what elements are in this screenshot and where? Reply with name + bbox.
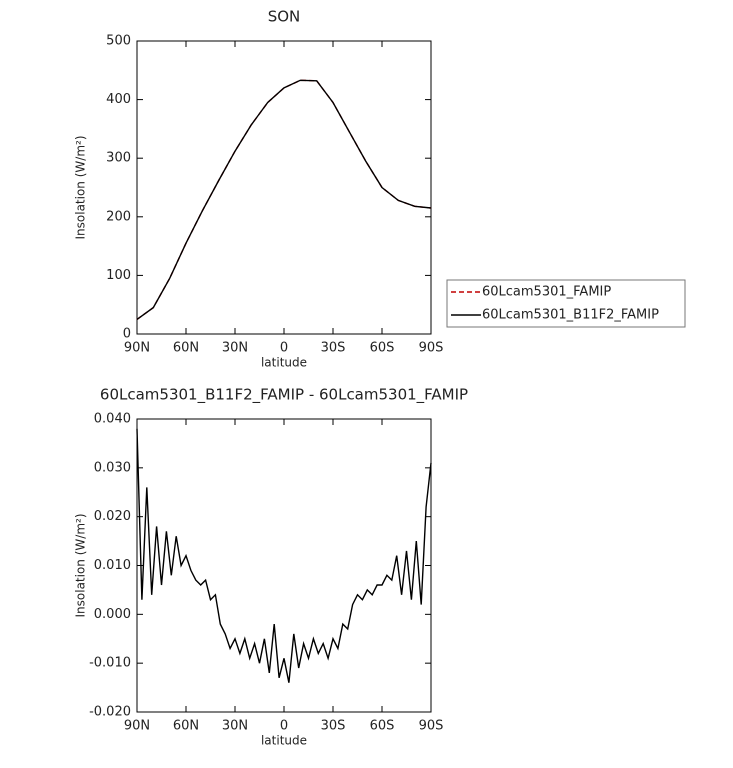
y-tick-label: 0.010 [94, 558, 131, 573]
y-tick-label: 0.040 [94, 412, 131, 427]
chart-title: 60Lcam5301_B11F2_FAMIP - 60Lcam5301_FAMI… [100, 386, 468, 405]
y-tick-label: 500 [106, 34, 131, 49]
series-line [136, 79, 432, 320]
series-line [136, 428, 432, 683]
x-tick-label: 60S [370, 341, 395, 356]
x-tick-label: 0 [280, 719, 288, 734]
x-tick-label: 90S [419, 341, 444, 356]
x-axis-label: latitude [261, 734, 307, 748]
y-axis-label: Insolation (W/m²) [74, 136, 88, 240]
y-tick-label: 0.020 [94, 509, 131, 524]
x-tick-label: 30N [222, 719, 248, 734]
x-tick-label: 90N [124, 341, 150, 356]
x-tick-label: 30S [321, 719, 346, 734]
x-axis-label: latitude [261, 356, 307, 370]
y-tick-label: -0.010 [89, 656, 131, 671]
x-tick-label: 30S [321, 341, 346, 356]
x-tick-label: 60S [370, 719, 395, 734]
y-tick-label: 0.030 [94, 460, 131, 475]
y-tick-label: 400 [106, 92, 131, 107]
y-tick-label: 100 [106, 268, 131, 283]
legend-label: 60Lcam5301_B11F2_FAMIP [482, 308, 659, 323]
x-tick-label: 0 [280, 341, 288, 356]
y-tick-label: 0.000 [94, 607, 131, 622]
y-axis-label: Insolation (W/m²) [74, 514, 88, 618]
y-tick-label: 200 [106, 209, 131, 224]
x-tick-label: 60N [173, 719, 199, 734]
y-tick-label: -0.020 [89, 705, 131, 720]
series-line [136, 79, 432, 320]
x-tick-label: 60N [173, 341, 199, 356]
y-tick-label: 0 [123, 327, 131, 342]
chart-title: SON [268, 8, 301, 26]
x-tick-label: 30N [222, 341, 248, 356]
legend-box [446, 279, 686, 328]
x-tick-label: 90N [124, 719, 150, 734]
plot-frame [136, 40, 432, 335]
x-tick-label: 90S [419, 719, 444, 734]
y-tick-label: 300 [106, 151, 131, 166]
legend-label: 60Lcam5301_FAMIP [482, 285, 611, 300]
